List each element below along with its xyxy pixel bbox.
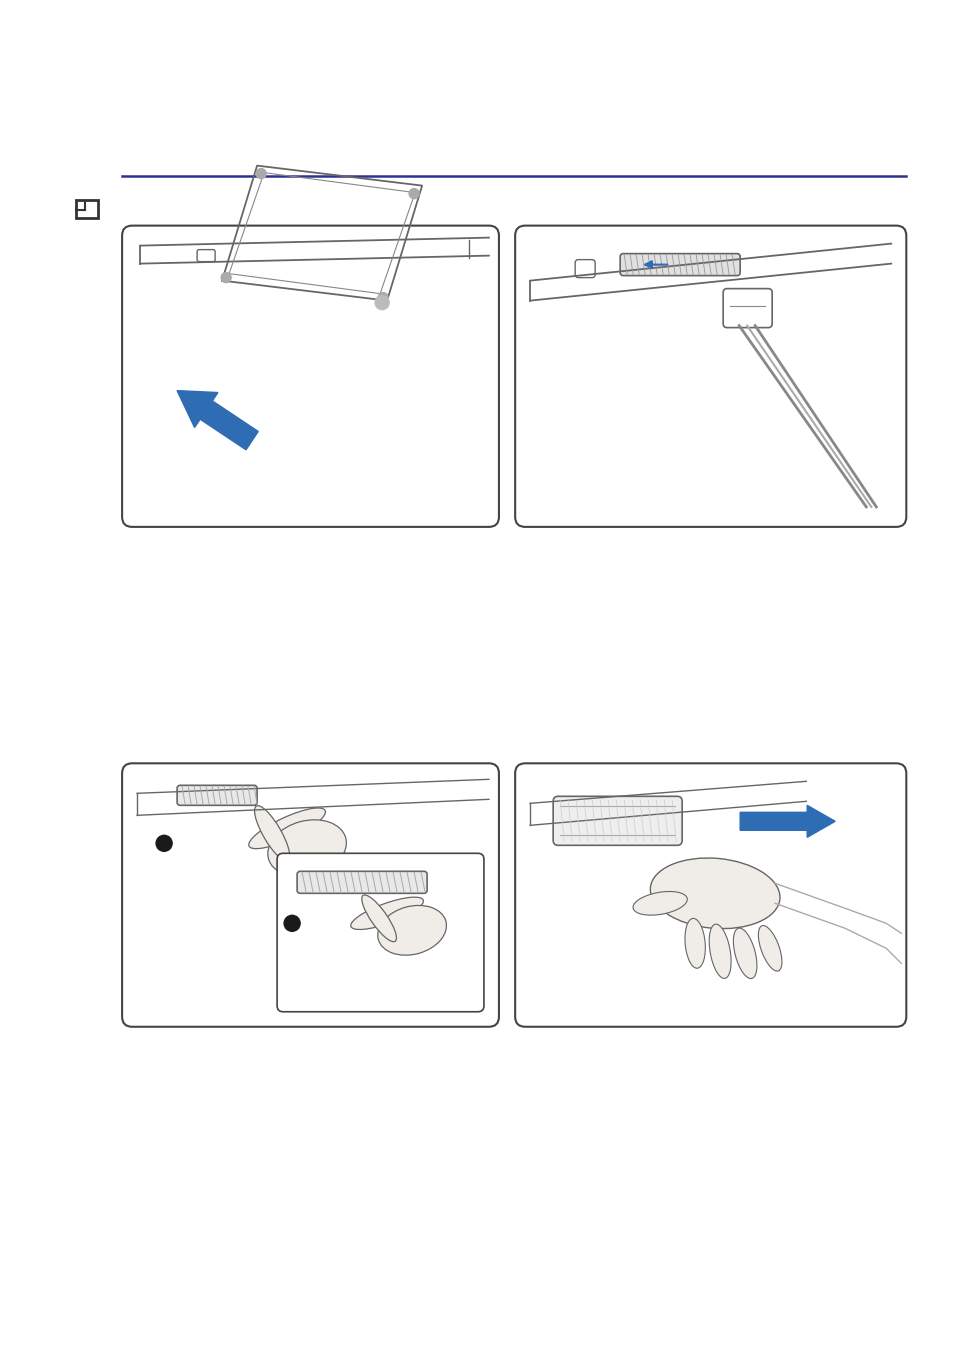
FancyBboxPatch shape (296, 871, 427, 893)
FancyBboxPatch shape (276, 854, 483, 1012)
FancyBboxPatch shape (122, 226, 498, 527)
FancyBboxPatch shape (619, 254, 740, 276)
Ellipse shape (633, 892, 686, 915)
Circle shape (255, 169, 266, 178)
FancyBboxPatch shape (553, 796, 681, 846)
Ellipse shape (377, 905, 446, 955)
Ellipse shape (268, 820, 346, 877)
Ellipse shape (684, 919, 704, 969)
Circle shape (377, 293, 388, 303)
Ellipse shape (351, 897, 423, 929)
FancyBboxPatch shape (515, 763, 905, 1027)
Ellipse shape (650, 858, 780, 928)
FancyBboxPatch shape (197, 250, 214, 262)
Bar (76, 200, 98, 218)
Ellipse shape (249, 808, 325, 848)
Ellipse shape (733, 928, 756, 978)
Circle shape (156, 835, 172, 851)
FancyBboxPatch shape (515, 226, 905, 527)
FancyBboxPatch shape (575, 259, 595, 277)
Circle shape (284, 916, 300, 931)
Ellipse shape (361, 894, 396, 942)
FancyBboxPatch shape (177, 785, 257, 805)
FancyBboxPatch shape (722, 289, 771, 327)
Circle shape (375, 296, 389, 309)
Ellipse shape (708, 924, 730, 978)
Ellipse shape (758, 925, 781, 971)
Circle shape (221, 273, 231, 282)
Circle shape (409, 189, 418, 199)
FancyBboxPatch shape (122, 763, 498, 1027)
Ellipse shape (254, 805, 290, 861)
FancyArrow shape (177, 390, 258, 450)
FancyArrow shape (740, 805, 834, 838)
